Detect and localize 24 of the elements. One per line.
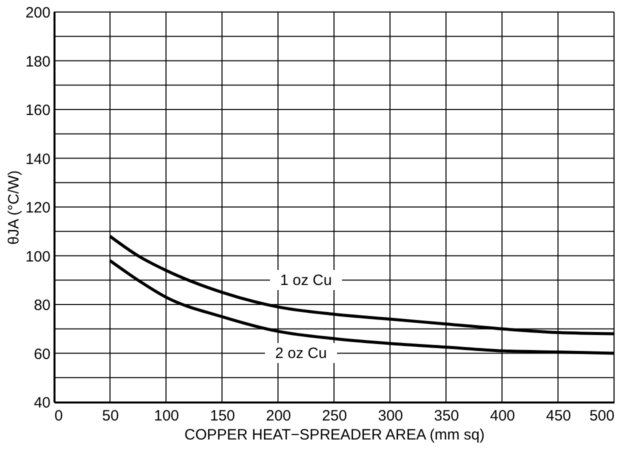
annotation: 2 oz Cu	[275, 345, 327, 362]
y-tick-label: 100	[25, 248, 50, 266]
annotation: 1 oz Cu	[280, 272, 332, 289]
x-tick-label: 50	[102, 408, 119, 424]
y-axis-title: θJA (°C/W)	[5, 170, 22, 245]
x-tick-label: 300	[378, 408, 404, 424]
y-tick-label: 160	[25, 102, 50, 119]
y-tick-label: 40	[34, 394, 50, 412]
x-tick-label: 350	[434, 408, 460, 424]
x-tick-label: 450	[546, 408, 572, 424]
x-tick-label: 250	[322, 408, 348, 424]
y-tick-label: 80	[34, 297, 50, 314]
x-tick-label: 0	[54, 408, 63, 424]
y-tick-label: 180	[25, 53, 50, 70]
y-tick-label: 200	[25, 4, 50, 22]
x-tick-label: 100	[154, 408, 180, 424]
x-tick-label: 150	[210, 408, 236, 424]
x-tick-label: 500	[589, 408, 614, 424]
x-tick-label: 400	[490, 408, 516, 424]
x-axis-title: COPPER HEAT−SPREADER AREA (mm sq)	[184, 426, 485, 444]
y-tick-label: 60	[34, 346, 50, 363]
y-tick-label: 120	[25, 200, 50, 216]
y-tick-label: 140	[25, 150, 50, 168]
x-tick-label: 200	[266, 408, 292, 424]
